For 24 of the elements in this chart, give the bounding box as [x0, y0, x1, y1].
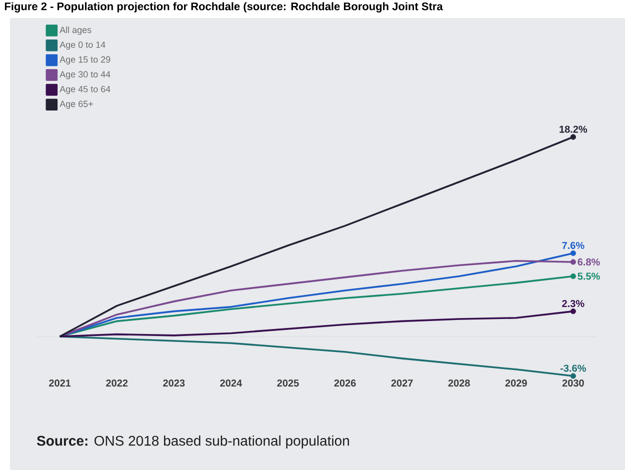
x-tick-label: 2025: [277, 380, 299, 387]
data-label: 2.3%: [562, 300, 584, 308]
x-tick-label: 2022: [106, 380, 128, 387]
data-label: 5.5%: [578, 272, 600, 280]
x-tick-label: 2027: [391, 380, 413, 387]
data-label: -3.6%: [560, 364, 586, 372]
x-tick-label: 2030: [562, 380, 584, 387]
legend-label: Age 15 to 29: [60, 56, 110, 64]
x-tick-label: 2026: [334, 380, 356, 387]
legend-label: Age 30 to 44: [60, 71, 110, 80]
x-tick-label: 2023: [163, 380, 185, 387]
x-tick-label: 2029: [505, 380, 527, 387]
data-label: 7.6%: [562, 242, 584, 249]
legend-label: All ages: [60, 26, 92, 35]
legend-label: Age 0 to 14: [60, 42, 106, 50]
legend-label: Age 65+: [60, 100, 93, 109]
x-tick-label: 2028: [448, 380, 470, 387]
x-tick-label: 2024: [220, 380, 242, 387]
legend-label: Age 45 to 64: [60, 86, 110, 94]
data-label: 6.8%: [578, 258, 600, 266]
x-tick-label: 2021: [49, 380, 71, 387]
data-label: 18.2%: [560, 126, 588, 133]
chart-title: Figure 2 - Population projection for Rochdale (source: Rochdale Borough Joint Stra: [4, 2, 443, 12]
text: Source: ONS 2018 based sub-national population: [36, 435, 349, 449]
